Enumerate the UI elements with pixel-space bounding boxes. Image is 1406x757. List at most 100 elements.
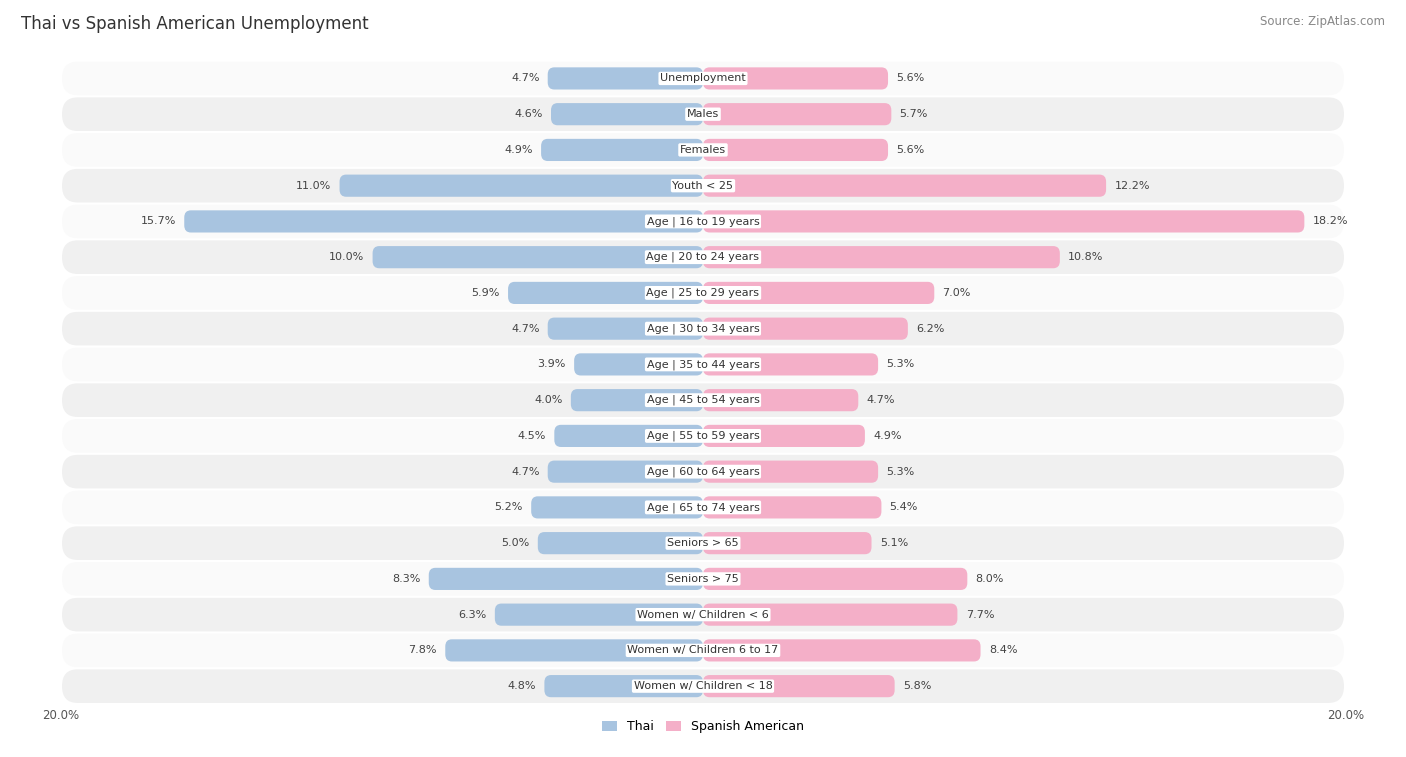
FancyBboxPatch shape [373,246,703,268]
Legend: Thai, Spanish American: Thai, Spanish American [602,720,804,733]
Text: Women w/ Children 6 to 17: Women w/ Children 6 to 17 [627,646,779,656]
FancyBboxPatch shape [62,491,1344,524]
Text: Age | 35 to 44 years: Age | 35 to 44 years [647,359,759,369]
FancyBboxPatch shape [537,532,703,554]
FancyBboxPatch shape [703,282,934,304]
FancyBboxPatch shape [429,568,703,590]
FancyBboxPatch shape [446,640,703,662]
FancyBboxPatch shape [703,425,865,447]
Text: 4.7%: 4.7% [510,73,540,83]
FancyBboxPatch shape [62,169,1344,202]
Text: 4.7%: 4.7% [510,466,540,477]
Text: 5.3%: 5.3% [886,360,915,369]
FancyBboxPatch shape [703,354,879,375]
Text: 4.9%: 4.9% [505,145,533,155]
FancyBboxPatch shape [703,675,894,697]
Text: 5.6%: 5.6% [896,73,925,83]
FancyBboxPatch shape [62,61,1344,95]
Text: 5.6%: 5.6% [896,145,925,155]
FancyBboxPatch shape [703,67,889,89]
FancyBboxPatch shape [62,241,1344,274]
Text: Seniors > 75: Seniors > 75 [666,574,740,584]
FancyBboxPatch shape [495,603,703,626]
FancyBboxPatch shape [703,568,967,590]
Text: Seniors > 65: Seniors > 65 [668,538,738,548]
FancyBboxPatch shape [703,460,879,483]
FancyBboxPatch shape [703,603,957,626]
FancyBboxPatch shape [551,103,703,125]
FancyBboxPatch shape [508,282,703,304]
Text: 7.8%: 7.8% [409,646,437,656]
Text: 4.8%: 4.8% [508,681,536,691]
Text: 6.2%: 6.2% [917,324,945,334]
FancyBboxPatch shape [62,455,1344,488]
FancyBboxPatch shape [62,669,1344,703]
Text: 4.9%: 4.9% [873,431,901,441]
FancyBboxPatch shape [544,675,703,697]
Text: 8.3%: 8.3% [392,574,420,584]
Text: Females: Females [681,145,725,155]
Text: Thai vs Spanish American Unemployment: Thai vs Spanish American Unemployment [21,15,368,33]
Text: 5.3%: 5.3% [886,466,915,477]
Text: 4.6%: 4.6% [515,109,543,119]
Text: 6.3%: 6.3% [458,609,486,620]
FancyBboxPatch shape [62,347,1344,382]
Text: 7.7%: 7.7% [966,609,994,620]
Text: 4.7%: 4.7% [866,395,896,405]
FancyBboxPatch shape [703,532,872,554]
FancyBboxPatch shape [531,497,703,519]
Text: 12.2%: 12.2% [1115,181,1150,191]
FancyBboxPatch shape [62,133,1344,167]
FancyBboxPatch shape [62,204,1344,238]
Text: Age | 45 to 54 years: Age | 45 to 54 years [647,395,759,406]
Text: Unemployment: Unemployment [661,73,745,83]
Text: 18.2%: 18.2% [1313,217,1348,226]
FancyBboxPatch shape [62,598,1344,631]
FancyBboxPatch shape [571,389,703,411]
FancyBboxPatch shape [703,389,858,411]
Text: 3.9%: 3.9% [537,360,565,369]
FancyBboxPatch shape [703,210,1305,232]
FancyBboxPatch shape [62,562,1344,596]
Text: 5.7%: 5.7% [900,109,928,119]
FancyBboxPatch shape [703,318,908,340]
Text: Age | 16 to 19 years: Age | 16 to 19 years [647,217,759,226]
FancyBboxPatch shape [703,497,882,519]
FancyBboxPatch shape [184,210,703,232]
FancyBboxPatch shape [62,419,1344,453]
Text: Youth < 25: Youth < 25 [672,181,734,191]
Text: 10.8%: 10.8% [1069,252,1104,262]
Text: 8.4%: 8.4% [988,646,1018,656]
Text: Source: ZipAtlas.com: Source: ZipAtlas.com [1260,15,1385,28]
Text: Women w/ Children < 18: Women w/ Children < 18 [634,681,772,691]
FancyBboxPatch shape [548,67,703,89]
Text: 7.0%: 7.0% [942,288,972,298]
FancyBboxPatch shape [703,640,980,662]
FancyBboxPatch shape [703,246,1060,268]
Text: 5.2%: 5.2% [495,503,523,512]
Text: Women w/ Children < 6: Women w/ Children < 6 [637,609,769,620]
Text: Males: Males [688,109,718,119]
FancyBboxPatch shape [62,98,1344,131]
Text: 5.8%: 5.8% [903,681,931,691]
Text: 4.5%: 4.5% [517,431,546,441]
Text: 15.7%: 15.7% [141,217,176,226]
FancyBboxPatch shape [62,383,1344,417]
FancyBboxPatch shape [541,139,703,161]
FancyBboxPatch shape [703,175,1107,197]
Text: 5.1%: 5.1% [880,538,908,548]
FancyBboxPatch shape [62,312,1344,345]
Text: 5.0%: 5.0% [502,538,530,548]
Text: 11.0%: 11.0% [297,181,332,191]
Text: Age | 20 to 24 years: Age | 20 to 24 years [647,252,759,263]
Text: 10.0%: 10.0% [329,252,364,262]
Text: Age | 60 to 64 years: Age | 60 to 64 years [647,466,759,477]
Text: 4.7%: 4.7% [510,324,540,334]
Text: 8.0%: 8.0% [976,574,1004,584]
FancyBboxPatch shape [554,425,703,447]
FancyBboxPatch shape [703,139,889,161]
Text: Age | 65 to 74 years: Age | 65 to 74 years [647,502,759,512]
FancyBboxPatch shape [62,634,1344,667]
Text: 5.4%: 5.4% [890,503,918,512]
FancyBboxPatch shape [339,175,703,197]
